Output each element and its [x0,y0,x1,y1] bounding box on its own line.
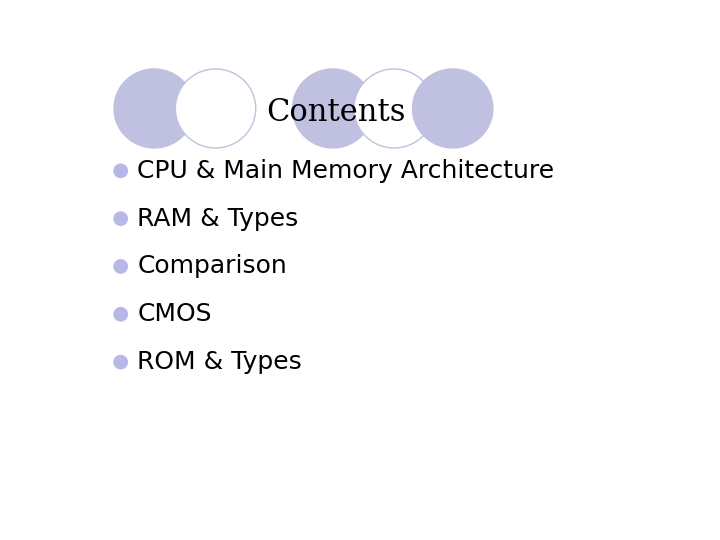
Text: ROM & Types: ROM & Types [138,350,302,374]
Ellipse shape [413,69,493,148]
Ellipse shape [176,69,256,148]
Ellipse shape [114,212,127,225]
Text: CMOS: CMOS [138,302,212,326]
Ellipse shape [114,69,194,148]
Text: Contents: Contents [266,97,405,128]
Ellipse shape [114,355,127,369]
Ellipse shape [354,69,434,148]
Text: CPU & Main Memory Architecture: CPU & Main Memory Architecture [138,159,554,183]
Ellipse shape [114,308,127,321]
Ellipse shape [114,260,127,273]
Text: RAM & Types: RAM & Types [138,207,299,231]
Text: Comparison: Comparison [138,254,287,279]
Ellipse shape [114,164,127,178]
Ellipse shape [292,69,373,148]
